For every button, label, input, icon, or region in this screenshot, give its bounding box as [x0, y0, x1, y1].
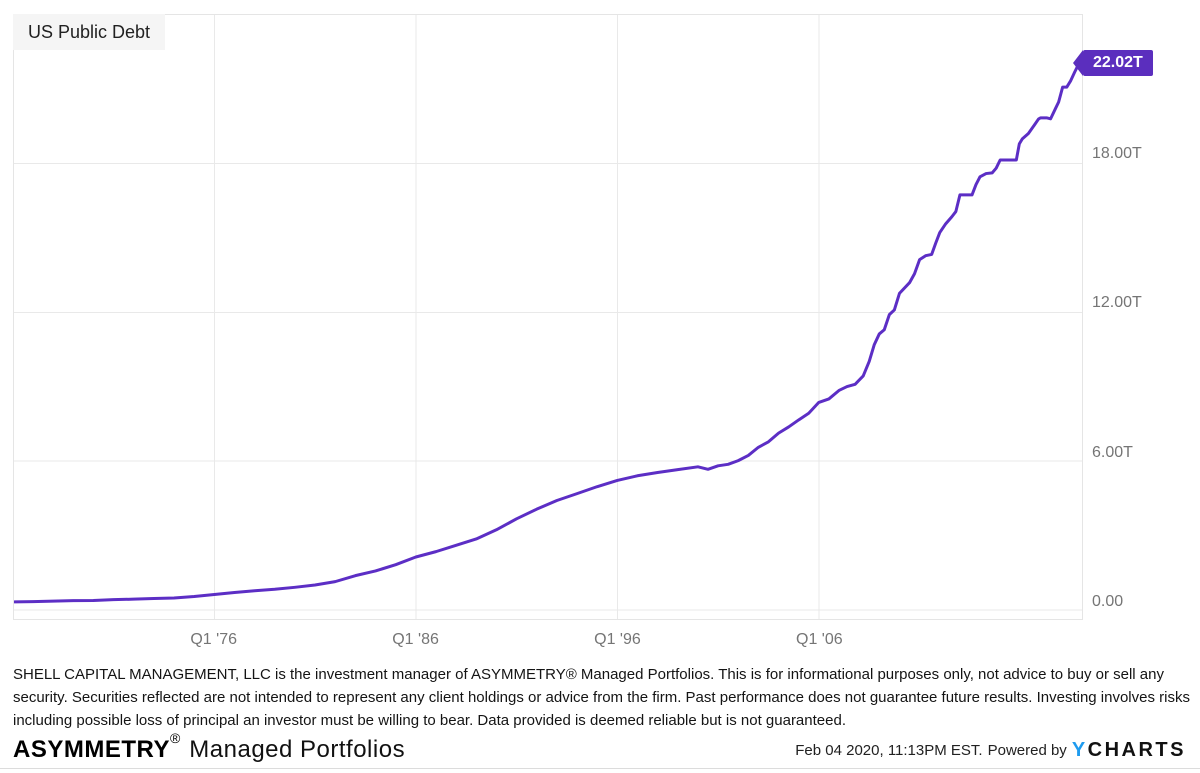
x-axis-label: Q1 '76 — [190, 631, 237, 648]
footer: ASYMMETRY® Managed Portfolios Feb 04 2020… — [13, 730, 1186, 768]
plot-area — [13, 14, 1083, 620]
brand-suffix: Managed Portfolios — [189, 736, 406, 763]
debt-line-chart — [14, 15, 1082, 619]
chart-title-chip: US Public Debt — [13, 14, 166, 50]
ycharts-charts: CHARTS — [1087, 738, 1186, 761]
y-axis-label: 12.00T — [1092, 294, 1142, 312]
timestamp: Feb 04 2020, 11:13PM EST. — [795, 741, 983, 759]
bottom-divider — [0, 768, 1200, 769]
x-axis-label: Q1 '96 — [594, 631, 641, 648]
y-axis-label: 18.00T — [1092, 145, 1142, 163]
disclaimer-text: SHELL CAPITAL MANAGEMENT, LLC is the inv… — [13, 666, 1190, 729]
powered-by-label: Powered by — [987, 741, 1067, 759]
ycharts-y: Y — [1071, 738, 1088, 761]
y-axis-label: 0.00 — [1092, 592, 1124, 610]
timestamp-powered-by: Feb 04 2020, 11:13PM EST. Powered by YCH… — [795, 739, 1186, 762]
last-value-badge: 22.02T — [1073, 50, 1153, 76]
ycharts-logo: YCHARTS — [1072, 739, 1186, 762]
y-axis-label: 6.00T — [1092, 443, 1133, 461]
x-axis-label: Q1 '86 — [392, 631, 439, 648]
last-value-label: 22.02T — [1093, 54, 1143, 71]
chart-title: US Public Debt — [28, 22, 151, 42]
asymmetry-logo: ASYMMETRY® Managed Portfolios — [13, 730, 406, 764]
debt-series-line — [14, 62, 1082, 604]
x-axis-label: Q1 '06 — [796, 631, 843, 648]
registered-mark: ® — [169, 729, 181, 746]
brand-name: ASYMMETRY — [13, 736, 170, 763]
